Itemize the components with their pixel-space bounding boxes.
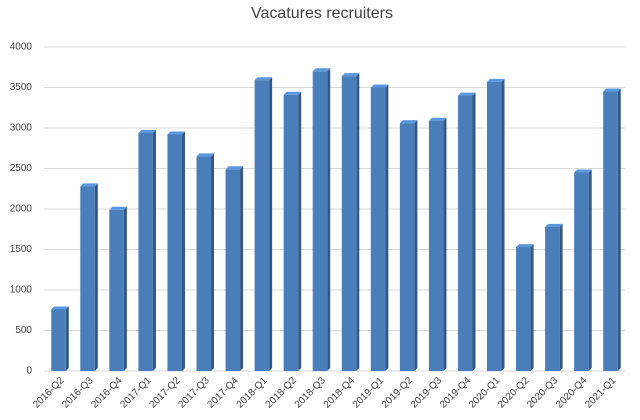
bar-side bbox=[211, 153, 215, 371]
bar-side bbox=[530, 244, 534, 371]
y-tick-label: 3000 bbox=[10, 123, 33, 134]
chart-title: Vacatures recruiters bbox=[251, 5, 393, 22]
bar-top bbox=[428, 117, 447, 121]
bar bbox=[254, 80, 270, 372]
bar-top bbox=[196, 153, 215, 157]
bar bbox=[457, 95, 473, 371]
bar bbox=[80, 186, 95, 371]
bar-top bbox=[225, 166, 244, 170]
bar bbox=[574, 172, 589, 371]
bar bbox=[399, 123, 415, 371]
bar bbox=[167, 134, 182, 371]
bar bbox=[312, 71, 328, 372]
bar-top bbox=[487, 78, 505, 82]
y-tick-label: 0 bbox=[26, 366, 32, 377]
bar-top bbox=[574, 169, 592, 173]
bar bbox=[225, 169, 241, 371]
bar bbox=[51, 309, 66, 371]
bar-side bbox=[269, 77, 273, 372]
bar-side bbox=[443, 117, 447, 372]
bar bbox=[487, 81, 502, 371]
y-tick-label: 1500 bbox=[10, 244, 33, 255]
bar bbox=[109, 209, 124, 371]
x-tick-label: 2021-Q1 bbox=[583, 375, 619, 411]
bar-top bbox=[312, 68, 331, 72]
bar-top bbox=[370, 84, 389, 88]
bar bbox=[370, 87, 386, 371]
bar-side bbox=[588, 169, 592, 371]
bar-side bbox=[123, 206, 127, 371]
bar-side bbox=[94, 183, 98, 371]
bar-top bbox=[80, 183, 98, 187]
y-tick-label: 3500 bbox=[10, 82, 33, 93]
bar-top bbox=[603, 88, 621, 92]
bar bbox=[516, 247, 531, 371]
bar bbox=[603, 91, 618, 372]
bar bbox=[545, 226, 560, 371]
bar-top bbox=[516, 244, 534, 248]
bar-side bbox=[356, 73, 360, 371]
bar-side bbox=[617, 88, 621, 372]
y-tick-label: 4000 bbox=[10, 42, 33, 53]
bar-side bbox=[65, 306, 69, 371]
bar-side bbox=[152, 129, 156, 371]
bar-top bbox=[545, 223, 563, 227]
bar-top bbox=[138, 129, 156, 133]
bar-side bbox=[385, 84, 389, 371]
bar-side bbox=[327, 68, 331, 372]
bar bbox=[138, 132, 153, 371]
bar-side bbox=[472, 92, 476, 371]
bar-top bbox=[283, 91, 302, 95]
bar bbox=[196, 156, 212, 371]
bar-top bbox=[341, 73, 360, 77]
bar-top bbox=[51, 306, 69, 310]
y-tick-label: 2500 bbox=[10, 163, 33, 174]
bar bbox=[341, 76, 357, 371]
bar-top bbox=[109, 206, 127, 210]
bar-side bbox=[414, 120, 418, 371]
bar-top bbox=[399, 120, 418, 124]
bar-side bbox=[501, 78, 505, 371]
bar bbox=[283, 94, 299, 371]
bar-top bbox=[167, 131, 185, 135]
bar bbox=[428, 120, 444, 372]
bar-side bbox=[298, 91, 302, 371]
bar-side bbox=[181, 131, 185, 371]
y-tick-label: 1000 bbox=[10, 285, 33, 296]
y-tick-label: 2000 bbox=[10, 204, 33, 215]
y-tick-label: 500 bbox=[15, 325, 32, 336]
bar-top bbox=[254, 77, 273, 81]
bar-top bbox=[457, 92, 476, 96]
bar-side bbox=[559, 223, 563, 371]
bar-side bbox=[240, 166, 244, 371]
